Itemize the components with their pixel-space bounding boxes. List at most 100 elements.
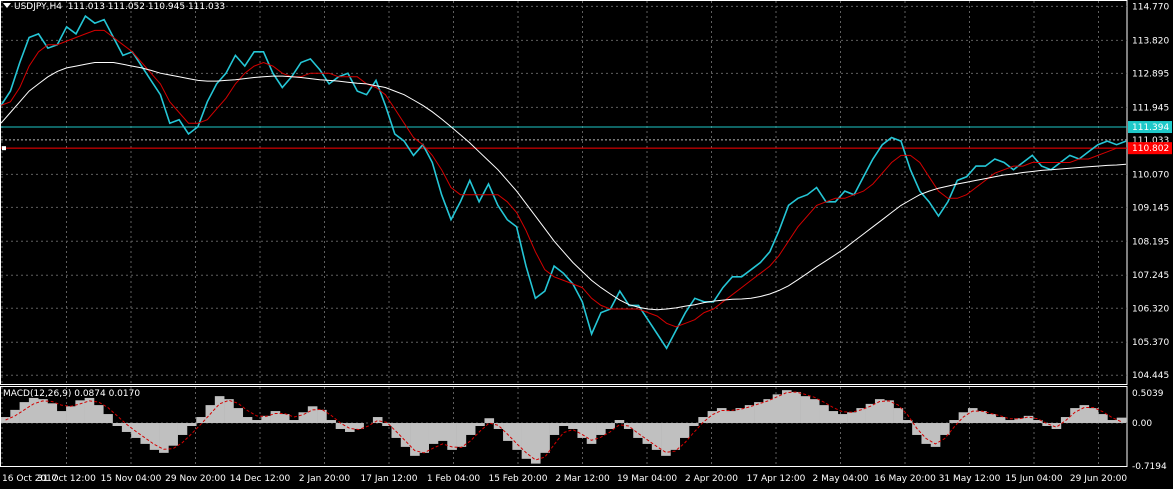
macd-histogram-bar xyxy=(735,408,746,424)
macd-histogram-bar xyxy=(642,423,653,444)
x-tick-label: 19 Mar 04:00 xyxy=(617,474,677,484)
macd-histogram-bar xyxy=(651,423,662,450)
x-tick-label: 2 Mar 12:00 xyxy=(555,474,610,484)
macd-histogram-bar xyxy=(791,391,801,424)
macd-histogram-bar xyxy=(1014,418,1025,424)
macd-histogram-bar xyxy=(437,423,448,441)
macd-histogram-bar xyxy=(428,423,439,444)
macd-histogram-bar xyxy=(707,411,718,424)
macd-histogram-bar xyxy=(503,423,513,441)
series-ma_slow xyxy=(0,62,1127,311)
x-tick-label: 2 Apr 20:00 xyxy=(685,474,738,484)
macd-histogram-bar xyxy=(391,423,402,438)
macd-histogram-bar xyxy=(530,423,541,464)
macd-histogram-bar xyxy=(252,420,262,424)
macd-histogram-bar xyxy=(781,390,792,424)
macd-histogram-bar xyxy=(149,423,160,450)
y-tick-label: 106.320 xyxy=(1132,304,1169,314)
macd-histogram-bar xyxy=(196,417,206,424)
macd-histogram-bar xyxy=(103,414,113,424)
x-tick-label: 17 Jan 12:00 xyxy=(361,474,418,484)
macd-histogram-bar xyxy=(335,423,346,429)
macd-histogram-bar xyxy=(456,423,467,447)
macd-histogram-bar xyxy=(289,420,299,424)
x-tick-label: 29 Jun 20:00 xyxy=(1070,474,1127,484)
macd-histogram-bar xyxy=(447,423,457,450)
macd-histogram-bar xyxy=(596,423,606,435)
chart-header: USDJPY,H4 111.013 111.052 110.945 111.03… xyxy=(3,2,225,12)
price-level-tag xyxy=(1128,121,1172,134)
macd-histogram-bar xyxy=(586,423,597,444)
macd-histogram-bar xyxy=(995,417,1006,424)
macd-histogram-bar xyxy=(967,408,978,424)
macd-histogram-bar xyxy=(800,396,811,424)
macd-histogram-bar xyxy=(884,400,894,424)
macd-histogram-bar xyxy=(856,408,866,424)
macd-histogram-bar xyxy=(614,420,625,424)
macd-histogram-bar xyxy=(716,408,727,424)
macd-histogram-bar xyxy=(28,397,39,424)
y-tick-label: 109.145 xyxy=(1132,203,1169,213)
macd-histogram-bar xyxy=(224,399,234,424)
macd-histogram-bar xyxy=(847,412,857,424)
macd-histogram-bar xyxy=(958,412,969,424)
macd-histogram-bar xyxy=(772,394,783,424)
macd-y-tick-label: 0.00 xyxy=(1132,419,1152,429)
macd-histogram-bar xyxy=(465,423,476,435)
y-tick-label: 111.945 xyxy=(1132,103,1169,113)
macd-histogram-bar xyxy=(940,423,950,435)
macd-histogram-bar xyxy=(819,405,829,424)
macd-histogram-bar xyxy=(828,411,839,424)
macd-histogram-bar xyxy=(326,420,337,424)
y-tick-label: 110.070 xyxy=(1132,170,1169,180)
macd-histogram-bar xyxy=(568,423,578,429)
macd-histogram-bar xyxy=(1005,420,1015,424)
macd-histogram-bar xyxy=(1098,414,1108,424)
price-level-label: 110.802 xyxy=(1132,144,1169,154)
price-level-label: 111.394 xyxy=(1132,123,1169,133)
macd-frame xyxy=(0,386,1128,467)
ohlc-readout: 111.013 111.052 110.945 111.033 xyxy=(67,2,226,12)
macd-label: MACD(12,26,9) xyxy=(3,389,72,399)
macd-histogram-bar xyxy=(140,423,151,444)
level-marker xyxy=(2,146,6,151)
x-tick-label: 31 Oct 12:00 xyxy=(37,474,96,484)
macd-histogram-bar xyxy=(754,402,764,424)
macd-histogram-bar xyxy=(1051,423,1062,429)
macd-histogram-bar xyxy=(949,420,959,424)
macd-histogram-bar xyxy=(214,396,225,424)
macd-histogram-bar xyxy=(930,423,941,447)
macd-histogram-bar xyxy=(893,408,904,424)
macd-histogram-bar xyxy=(354,423,364,429)
macd-histogram-bar xyxy=(270,411,281,424)
macd-histogram-bar xyxy=(837,414,848,424)
macd-histogram-bar xyxy=(372,417,383,424)
macd-histogram-bar xyxy=(698,417,708,424)
macd-histogram-bar xyxy=(1079,405,1090,424)
macd-histogram-bar xyxy=(177,423,188,435)
macd-histogram-bar xyxy=(279,414,290,424)
macd-histogram-bar xyxy=(605,423,615,429)
macd-histogram-bar xyxy=(670,423,681,450)
y-tick-label: 113.820 xyxy=(1132,36,1169,46)
macd-y-tick-label: 0.5039 xyxy=(1132,389,1164,399)
macd-histogram-bar xyxy=(977,411,987,424)
macd-histogram-bar xyxy=(1070,408,1080,424)
dropdown-triangle-icon[interactable] xyxy=(3,3,11,8)
macd-histogram-bar xyxy=(121,423,132,432)
macd-histogram-bar xyxy=(865,403,876,424)
macd-header: MACD(12,26,9) 0.0874 0.0170 xyxy=(3,389,140,399)
macd-histogram-bar xyxy=(261,415,271,424)
y-tick-label: 112.895 xyxy=(1132,69,1169,79)
macd-histogram-bar xyxy=(1116,417,1127,424)
macd-histogram-bar xyxy=(1033,420,1043,424)
macd-histogram-bar xyxy=(56,411,67,424)
x-tick-label: 29 Nov 20:00 xyxy=(165,474,226,484)
macd-histogram-bar xyxy=(186,423,197,426)
macd-histogram-bar xyxy=(763,399,773,424)
macd-histogram-bar xyxy=(419,423,429,453)
macd-histogram-bar xyxy=(345,423,355,432)
x-tick-label: 17 Apr 12:00 xyxy=(747,474,806,484)
macd-histogram-bar xyxy=(661,423,671,456)
